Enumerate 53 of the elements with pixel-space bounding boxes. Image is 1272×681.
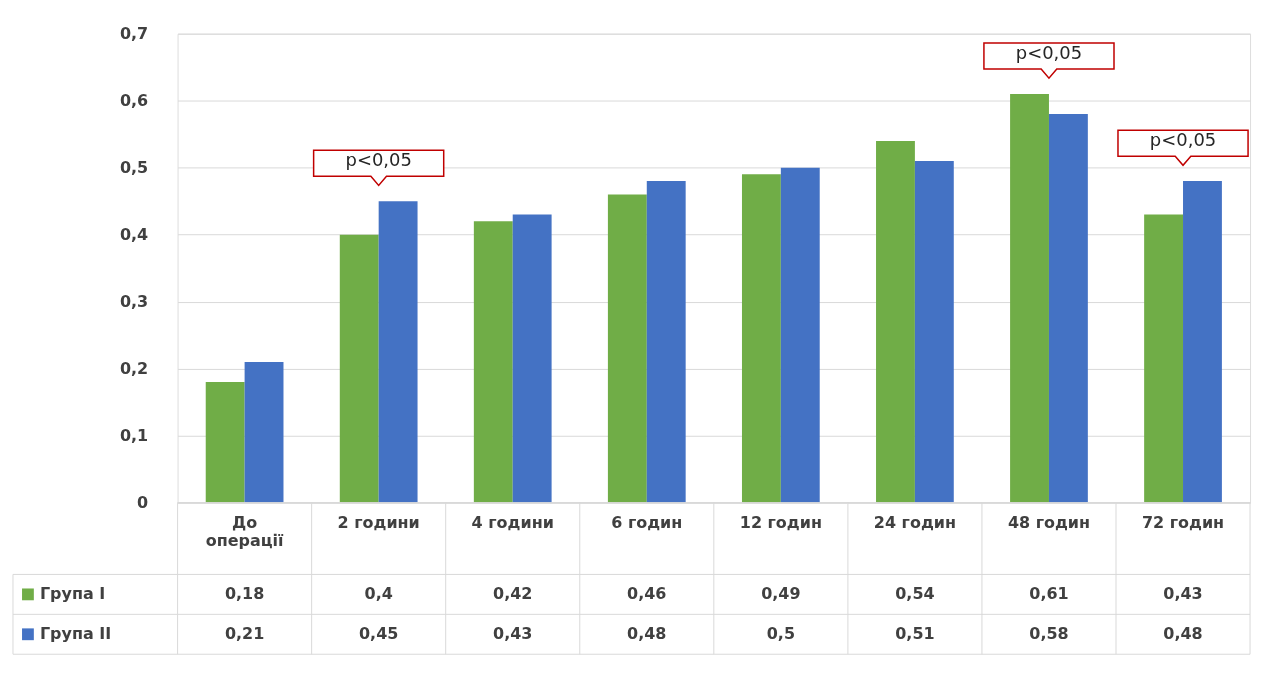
bar bbox=[1048, 114, 1088, 503]
y-tick-label: 0,1 bbox=[119, 426, 149, 446]
y-tick-label: 0,2 bbox=[119, 359, 149, 379]
legend-label: Група I bbox=[39, 584, 106, 604]
data-label: 0,48 bbox=[627, 624, 667, 644]
data-label: 0,4 bbox=[364, 584, 393, 604]
bar bbox=[378, 201, 418, 503]
legend-label: Група II bbox=[39, 624, 112, 644]
bar bbox=[646, 181, 686, 503]
x-tick-label: 4 години bbox=[471, 513, 554, 533]
data-label: 0,49 bbox=[761, 584, 801, 604]
y-tick-label: 0,4 bbox=[119, 225, 149, 245]
data-label: 0,18 bbox=[224, 584, 265, 604]
bar bbox=[205, 382, 245, 503]
bar bbox=[914, 160, 954, 503]
y-tick-label: 0,5 bbox=[119, 158, 149, 178]
data-label: 0,45 bbox=[358, 624, 399, 644]
data-label: 0,43 bbox=[1163, 584, 1203, 604]
y-tick-label: 0,7 bbox=[119, 24, 149, 44]
x-tick-label: 2 години bbox=[337, 513, 420, 533]
bar bbox=[1144, 214, 1184, 503]
y-tick-label: 0 bbox=[137, 493, 149, 513]
bar bbox=[473, 221, 513, 503]
bar bbox=[339, 234, 379, 503]
x-tick-label: 72 годин bbox=[1141, 513, 1225, 533]
x-tick-label: 12 годин bbox=[739, 513, 822, 533]
x-tick-label: 6 годин bbox=[611, 513, 683, 533]
bar bbox=[607, 194, 647, 503]
bar bbox=[1010, 93, 1049, 503]
x-tick-label: 24 годин bbox=[873, 513, 956, 533]
data-label: 0,58 bbox=[1029, 624, 1069, 644]
data-label: 0,51 bbox=[895, 624, 935, 644]
data-label: 0,43 bbox=[493, 624, 533, 644]
bar bbox=[512, 214, 552, 503]
annotation: p<0,05 bbox=[1149, 129, 1217, 151]
annotation: p<0,05 bbox=[345, 149, 412, 171]
data-label: 0,48 bbox=[1163, 624, 1203, 644]
y-tick-label: 0,6 bbox=[119, 91, 149, 111]
bar bbox=[780, 167, 820, 503]
bar bbox=[244, 361, 284, 503]
x-tick-label: До операції bbox=[205, 513, 285, 550]
bar bbox=[741, 174, 781, 503]
data-label: 0,42 bbox=[493, 584, 533, 604]
bar bbox=[1183, 181, 1222, 503]
data-label: 0,21 bbox=[224, 624, 265, 644]
y-tick-label: 0,3 bbox=[119, 292, 149, 312]
data-label: 0,61 bbox=[1029, 584, 1069, 604]
x-tick-label: 48 годин bbox=[1007, 513, 1091, 533]
data-label: 0,46 bbox=[627, 584, 667, 604]
data-label: 0,5 bbox=[766, 624, 795, 644]
bar bbox=[876, 140, 915, 503]
data-label: 0,54 bbox=[895, 584, 935, 604]
annotation: p<0,05 bbox=[1015, 42, 1083, 64]
